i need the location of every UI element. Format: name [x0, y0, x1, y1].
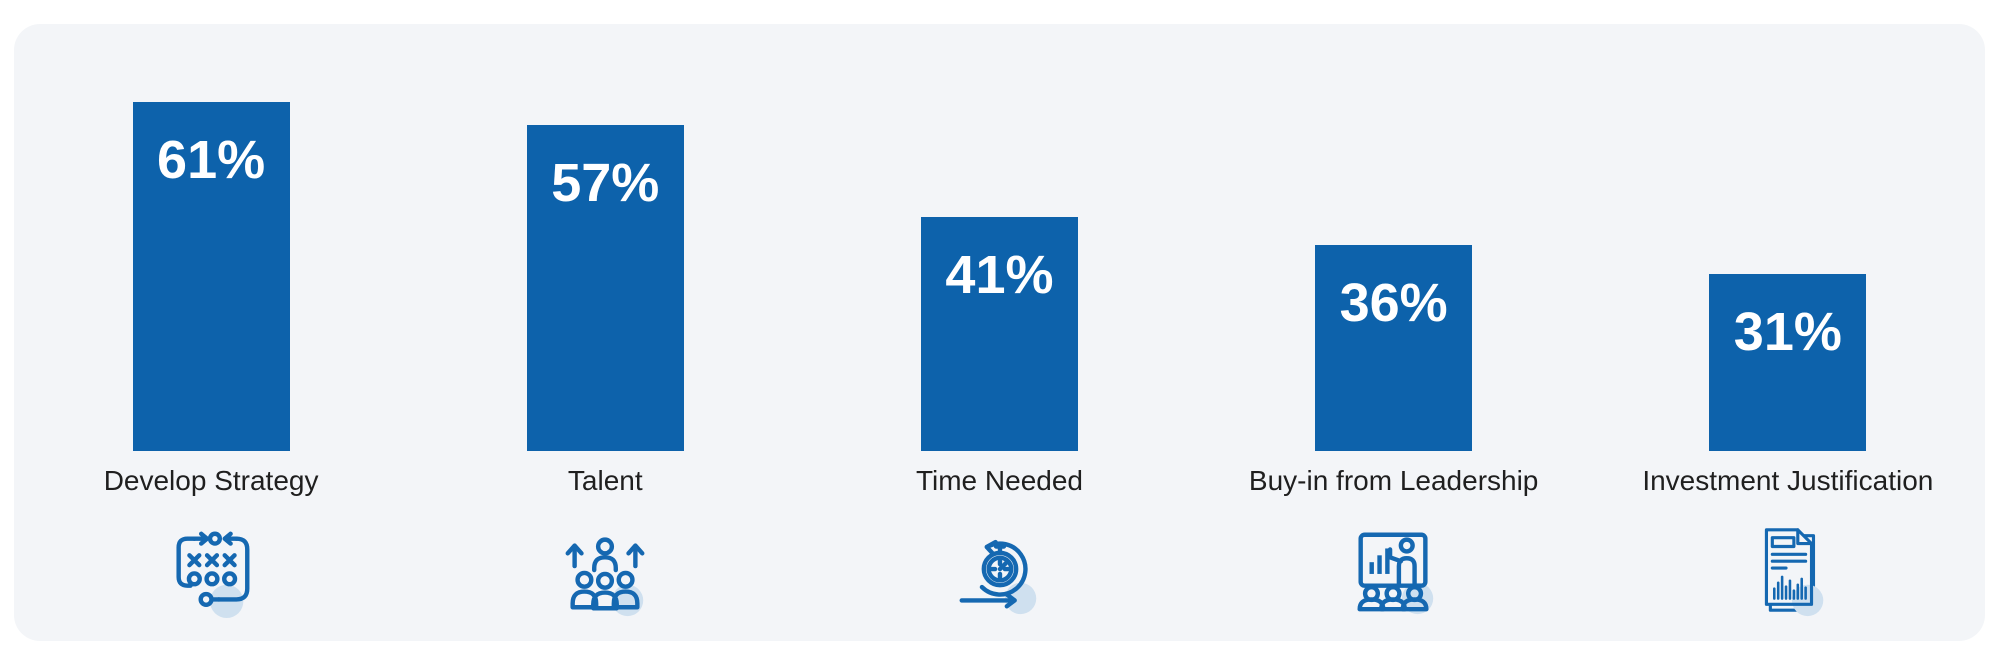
- category-label: Develop Strategy: [103, 465, 319, 496]
- time-sprint-icon: [949, 522, 1049, 622]
- bar-buy-in: 36%: [1315, 245, 1473, 451]
- chart-column-talent: 57% Talent: [408, 24, 802, 641]
- talent-growth-icon: [555, 522, 655, 622]
- category-label: Talent: [567, 465, 643, 496]
- bar-value-label: 57%: [551, 153, 660, 214]
- bar-value-label: 41%: [945, 244, 1054, 305]
- leadership-presentation-icon: [1344, 522, 1444, 622]
- bar-time-needed: 41%: [920, 216, 1078, 451]
- bar-develop-strategy: 61%: [132, 102, 290, 451]
- chart-column-buy-in: 36% Buy-in from Leadership: [1197, 24, 1591, 641]
- chart-column-develop-strategy: 61% Develop Strategy: [14, 24, 408, 641]
- chart-column-time-needed: 41% Time Needed: [802, 24, 1196, 641]
- investment-report-icon: [1738, 522, 1838, 622]
- strategy-play-icon: [161, 522, 261, 622]
- bar-investment: 31%: [1709, 273, 1867, 451]
- category-label: Investment Justification: [1642, 465, 1934, 496]
- bar-area: 57%: [408, 24, 802, 451]
- bar-talent: 57%: [526, 125, 684, 451]
- bar-area: 41%: [802, 24, 1196, 451]
- category-label: Time Needed: [915, 465, 1083, 496]
- bar-value-label: 36%: [1339, 273, 1448, 334]
- chart-column-investment: 31% Investment Justification: [1591, 24, 1985, 641]
- chart-card: 61% Develop Strategy: [14, 24, 1985, 641]
- category-label: Buy-in from Leadership: [1248, 465, 1539, 496]
- bar-area: 31%: [1591, 24, 1985, 451]
- bar-value-label: 31%: [1733, 301, 1842, 362]
- bar-area: 36%: [1197, 24, 1591, 451]
- bar-value-label: 61%: [157, 130, 266, 191]
- bar-area: 61%: [14, 24, 408, 451]
